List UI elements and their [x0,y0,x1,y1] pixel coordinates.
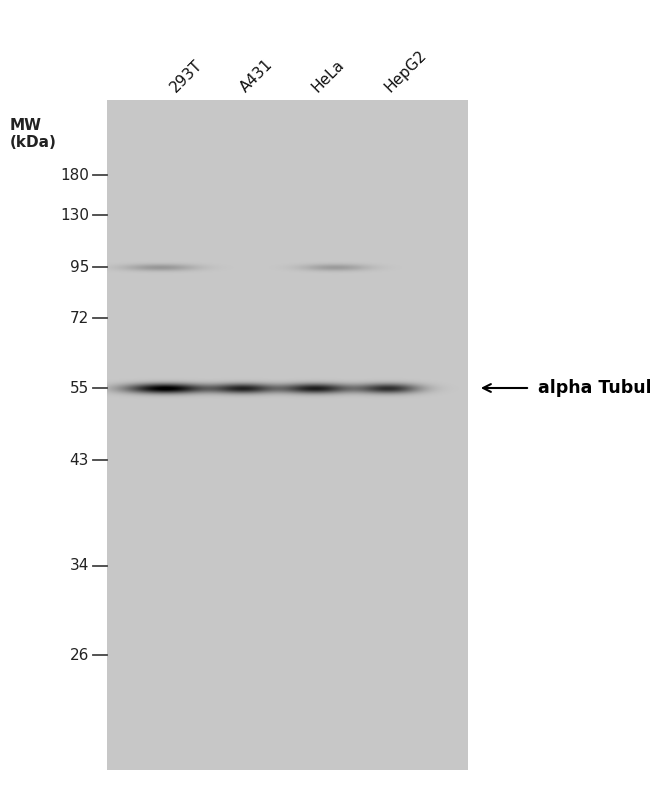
Text: 26: 26 [70,647,89,663]
Text: 43: 43 [70,452,89,468]
Text: HeLa: HeLa [309,57,348,95]
Text: HepG2: HepG2 [382,48,429,95]
Text: alpha Tubulin: alpha Tubulin [538,379,650,397]
Text: 72: 72 [70,311,89,325]
Text: 34: 34 [70,558,89,574]
Text: MW
(kDa): MW (kDa) [10,118,57,150]
Text: 180: 180 [60,167,89,183]
Text: 130: 130 [60,207,89,222]
Text: A431: A431 [237,57,276,95]
Text: 293T: 293T [168,57,205,95]
Text: 95: 95 [70,260,89,274]
Text: 55: 55 [70,380,89,396]
